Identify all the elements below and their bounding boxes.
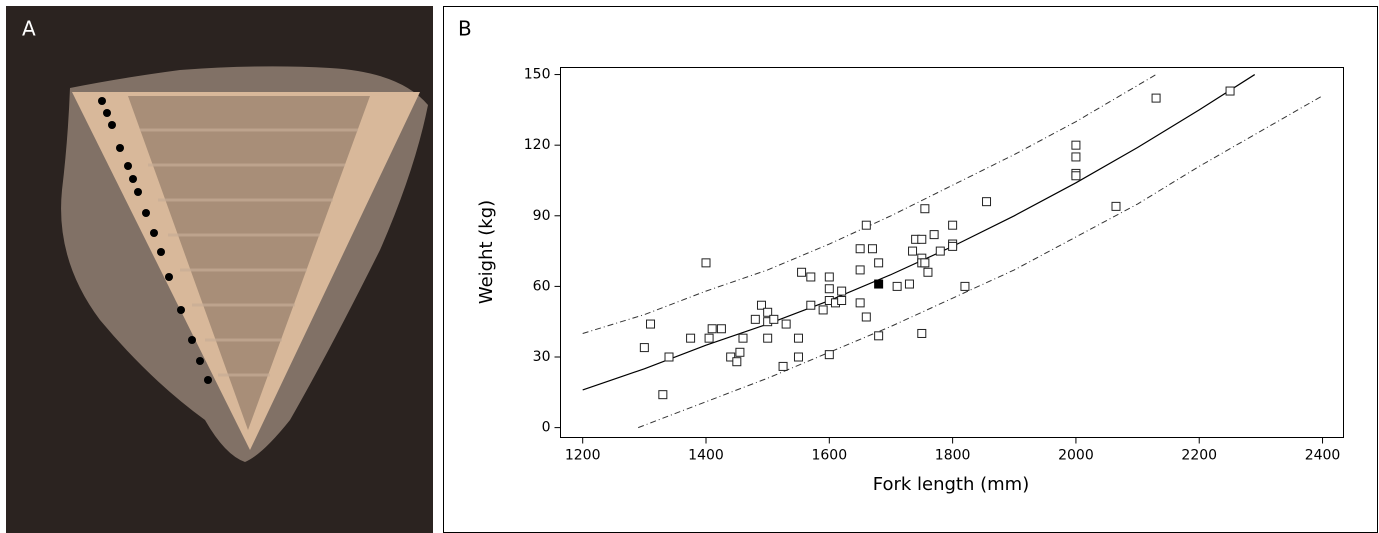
data-point bbox=[837, 286, 847, 296]
data-point bbox=[686, 333, 696, 343]
data-point bbox=[793, 333, 803, 343]
data-point bbox=[982, 197, 992, 207]
x-tick-label: 1800 bbox=[935, 448, 971, 464]
data-point bbox=[929, 230, 939, 240]
data-point bbox=[917, 234, 927, 244]
annulus-markers bbox=[98, 97, 212, 384]
data-point bbox=[726, 352, 736, 362]
data-point bbox=[806, 300, 816, 310]
x-tick-label: 2000 bbox=[1058, 448, 1094, 464]
data-point bbox=[778, 361, 788, 371]
data-point bbox=[824, 350, 834, 360]
data-point bbox=[837, 296, 847, 306]
data-point bbox=[769, 314, 779, 324]
data-point bbox=[874, 258, 884, 268]
y-tick-label: 0 bbox=[542, 420, 551, 436]
x-tick-label: 2400 bbox=[1305, 448, 1341, 464]
data-point bbox=[892, 281, 902, 291]
data-point bbox=[861, 220, 871, 230]
data-point bbox=[908, 246, 918, 256]
data-point bbox=[874, 331, 884, 341]
data-point bbox=[763, 333, 773, 343]
plot-frame bbox=[560, 67, 1344, 438]
data-point bbox=[867, 244, 877, 254]
data-point bbox=[1225, 86, 1235, 96]
x-axis-label: Fork length (mm) bbox=[873, 474, 1029, 495]
x-tick-label: 1200 bbox=[565, 448, 601, 464]
data-point bbox=[738, 333, 748, 343]
data-point bbox=[917, 328, 927, 338]
panel-label: A bbox=[22, 17, 36, 41]
data-point bbox=[732, 357, 742, 367]
data-point bbox=[658, 390, 668, 400]
panel-label: B bbox=[458, 17, 472, 41]
data-point bbox=[793, 352, 803, 362]
data-point bbox=[763, 307, 773, 317]
data-point bbox=[818, 305, 828, 315]
x-tick-label: 1400 bbox=[688, 448, 724, 464]
data-point bbox=[1071, 152, 1081, 162]
y-tick-label: 90 bbox=[533, 208, 551, 224]
data-point bbox=[797, 267, 807, 277]
data-point bbox=[861, 312, 871, 322]
y-axis-label: Weight (kg) bbox=[476, 200, 497, 304]
data-point bbox=[704, 333, 714, 343]
data-point bbox=[948, 220, 958, 230]
x-tick-label: 1600 bbox=[811, 448, 847, 464]
x-tick-label: 2200 bbox=[1181, 448, 1217, 464]
data-point bbox=[646, 319, 656, 329]
photo-panel: A bbox=[6, 6, 433, 533]
data-point bbox=[806, 272, 816, 282]
y-tick-label: 120 bbox=[524, 137, 551, 153]
data-point bbox=[781, 319, 791, 329]
data-point bbox=[1071, 140, 1081, 150]
data-point bbox=[960, 281, 970, 291]
data-point bbox=[716, 324, 726, 334]
data-point bbox=[948, 241, 958, 251]
data-point bbox=[1071, 171, 1081, 181]
data-point bbox=[904, 279, 914, 289]
y-tick-label: 150 bbox=[524, 67, 551, 83]
data-point bbox=[824, 272, 834, 282]
data-point bbox=[855, 244, 865, 254]
data-point bbox=[701, 258, 711, 268]
data-point bbox=[920, 204, 930, 214]
data-point bbox=[707, 324, 717, 334]
data-point bbox=[1111, 201, 1121, 211]
y-tick-label: 60 bbox=[533, 278, 551, 294]
data-point bbox=[935, 246, 945, 256]
data-point bbox=[874, 279, 884, 289]
y-tick-label: 30 bbox=[533, 349, 551, 365]
data-point bbox=[920, 258, 930, 268]
growth-bands bbox=[140, 128, 358, 377]
data-point bbox=[756, 300, 766, 310]
data-point bbox=[750, 314, 760, 324]
data-point bbox=[639, 343, 649, 353]
chart-panel bbox=[443, 6, 1378, 533]
data-point bbox=[664, 352, 674, 362]
data-point bbox=[923, 267, 933, 277]
data-point bbox=[735, 347, 745, 357]
data-point bbox=[855, 298, 865, 308]
data-point bbox=[824, 284, 834, 294]
data-point bbox=[855, 265, 865, 275]
data-point bbox=[1151, 93, 1161, 103]
otolith-core bbox=[128, 96, 370, 430]
